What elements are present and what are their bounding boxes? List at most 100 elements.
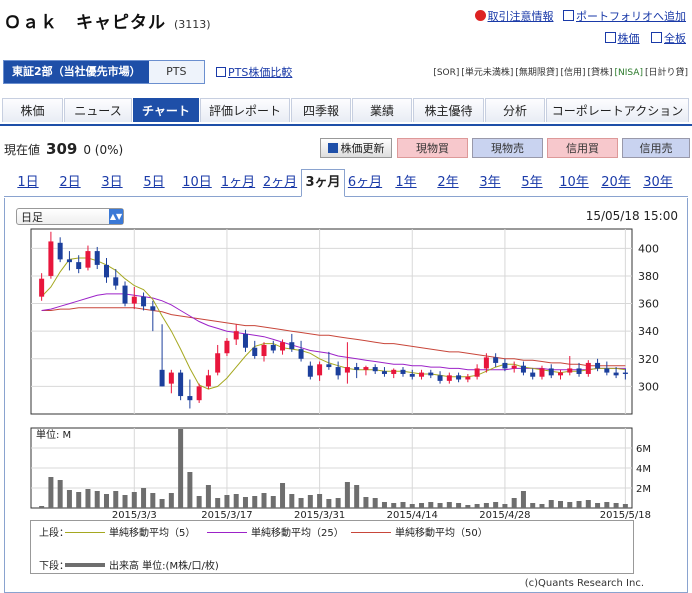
volume-bar bbox=[576, 501, 582, 508]
candle-down bbox=[604, 361, 610, 376]
data-credit: (c)Quants Research Inc. bbox=[524, 578, 644, 589]
volume-bar bbox=[94, 491, 100, 508]
candle-down bbox=[122, 281, 128, 307]
chevron-down-icon: ▲▼ bbox=[109, 209, 123, 224]
candle-down bbox=[178, 369, 184, 401]
tab-shareholder-benefits[interactable]: 株主優待 bbox=[413, 98, 484, 122]
period-1m[interactable]: 1ヶ月 bbox=[220, 175, 256, 190]
cash-sell-button[interactable]: 現物売 bbox=[472, 138, 543, 158]
tab-stock-price[interactable]: 株価 bbox=[2, 98, 63, 122]
candle-body bbox=[335, 367, 341, 376]
period-3d[interactable]: 3日 bbox=[101, 175, 123, 190]
candle-body bbox=[317, 364, 323, 376]
cash-buy-button[interactable]: 現物買 bbox=[397, 138, 468, 158]
candle-body bbox=[326, 364, 332, 368]
volume-bar bbox=[205, 485, 211, 508]
candle-body bbox=[103, 264, 109, 278]
period-2y[interactable]: 2年 bbox=[437, 175, 459, 190]
candle-down bbox=[103, 257, 109, 283]
portfolio-add-link[interactable]: ポートフォリオへ追加 bbox=[576, 10, 686, 23]
period-1y[interactable]: 1年 bbox=[395, 175, 417, 190]
candle-body bbox=[242, 333, 248, 348]
tag-margin: [信用] bbox=[560, 68, 586, 78]
full-board-link[interactable]: 全板 bbox=[664, 32, 686, 45]
candle-down bbox=[242, 329, 248, 352]
legend-ma25: 単純移動平均（25） bbox=[197, 524, 344, 539]
volume-bar bbox=[419, 503, 425, 508]
period-10y[interactable]: 10年 bbox=[559, 175, 589, 190]
candle-up bbox=[280, 339, 286, 355]
volume-bar bbox=[57, 480, 63, 508]
volume-bar bbox=[76, 492, 82, 508]
volume-bar bbox=[344, 482, 350, 508]
volume-bars bbox=[39, 429, 628, 508]
market-pts[interactable]: PTS bbox=[148, 61, 204, 83]
volume-tick-label: 4M bbox=[636, 464, 651, 475]
tab-results[interactable]: 業績 bbox=[352, 98, 412, 122]
candle-body bbox=[419, 372, 425, 377]
pts-compare-label: PTS株価比較 bbox=[228, 66, 293, 79]
candle-body bbox=[66, 259, 72, 263]
volume-bar bbox=[604, 502, 610, 508]
candle-body bbox=[363, 367, 369, 370]
price-plot-frame bbox=[30, 228, 633, 415]
candle-body bbox=[493, 357, 499, 363]
candle-body bbox=[215, 353, 221, 373]
main-tabs: 株価 ニュース チャート 評価レポート 四季報 業績 株主優待 分析 コーポレー… bbox=[0, 98, 692, 126]
candle-body bbox=[280, 342, 286, 351]
period-10d[interactable]: 10日 bbox=[182, 175, 212, 190]
volume-bar bbox=[48, 477, 54, 508]
pts-compare-link[interactable]: PTS株価比較 bbox=[216, 64, 292, 80]
candle-up bbox=[39, 273, 45, 301]
period-20y[interactable]: 20年 bbox=[601, 175, 631, 190]
stock-code: (3113) bbox=[174, 18, 211, 31]
period-3y[interactable]: 3年 bbox=[479, 175, 501, 190]
legend-ma50: 単純移動平均（50） bbox=[341, 524, 488, 539]
candle-down bbox=[150, 300, 156, 332]
tab-news[interactable]: ニュース bbox=[64, 98, 132, 122]
margin-buy-button[interactable]: 信用買 bbox=[547, 138, 618, 158]
candle-up bbox=[224, 338, 230, 357]
tab-analysis[interactable]: 分析 bbox=[485, 98, 545, 122]
volume-bar bbox=[66, 490, 72, 508]
trade-caution-link[interactable]: 取引注意情報 bbox=[487, 10, 554, 23]
period-2d[interactable]: 2日 bbox=[59, 175, 81, 190]
tab-shikiho[interactable]: 四季報 bbox=[291, 98, 351, 122]
candle-body bbox=[39, 278, 45, 297]
tab-corporate-action[interactable]: コーポレートアクション bbox=[546, 98, 689, 122]
volume-bar bbox=[511, 498, 517, 508]
x-tick-label: 2015/3/17 bbox=[201, 510, 252, 521]
period-30y[interactable]: 30年 bbox=[643, 175, 673, 190]
market-tse2[interactable]: 東証2部（当社優先市場） bbox=[4, 61, 149, 83]
chart-interval-select[interactable]: 日足 ▲▼ bbox=[16, 208, 124, 225]
margin-sell-button[interactable]: 信用売 bbox=[622, 138, 690, 158]
volume-bar bbox=[456, 503, 462, 508]
candle-down bbox=[400, 367, 406, 377]
volume-bar bbox=[233, 494, 239, 508]
candle-body bbox=[131, 296, 137, 304]
candle-body bbox=[48, 241, 54, 276]
candle-up bbox=[474, 364, 480, 380]
candle-body bbox=[224, 340, 230, 354]
y-tick-label: 380 bbox=[638, 270, 659, 283]
volume-tick-label: 2M bbox=[636, 484, 651, 495]
x-tick-label: 2015/3/3 bbox=[112, 510, 157, 521]
candle-down bbox=[326, 351, 332, 370]
candle-up bbox=[363, 365, 369, 376]
volume-bar bbox=[465, 505, 471, 508]
refresh-price-button[interactable]: 株価更新 bbox=[320, 138, 392, 158]
tab-rating-report[interactable]: 評価レポート bbox=[200, 98, 290, 122]
period-1d[interactable]: 1日 bbox=[17, 175, 39, 190]
period-5y[interactable]: 5年 bbox=[521, 175, 543, 190]
candle-up bbox=[419, 369, 425, 380]
ma25-line bbox=[41, 293, 626, 371]
candle-up bbox=[483, 353, 489, 373]
period-3m[interactable]: 3ヶ月 bbox=[301, 169, 345, 197]
candle-down bbox=[335, 361, 341, 380]
stock-price-link[interactable]: 株価 bbox=[617, 32, 640, 45]
period-2m[interactable]: 2ヶ月 bbox=[262, 175, 298, 190]
tab-chart[interactable]: チャート bbox=[133, 98, 199, 122]
candle-body bbox=[558, 372, 564, 376]
period-5d[interactable]: 5日 bbox=[143, 175, 165, 190]
period-6m[interactable]: 6ヶ月 bbox=[347, 175, 383, 190]
